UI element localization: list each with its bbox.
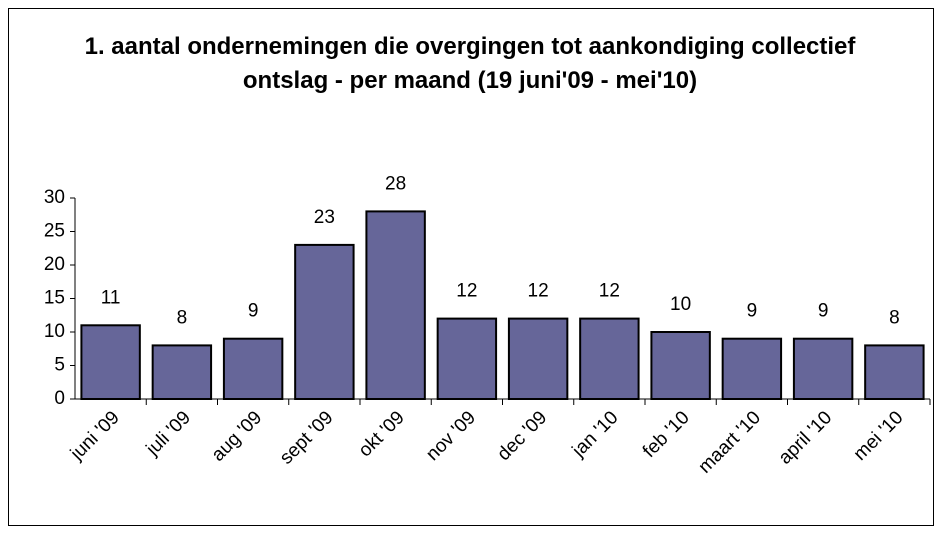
x-tick-label: nov '09 xyxy=(422,407,480,465)
x-tick-label: aug '09 xyxy=(208,407,267,466)
value-label: 12 xyxy=(456,281,477,302)
bar xyxy=(507,317,569,401)
bar xyxy=(151,344,213,400)
x-tick-label: sept '09 xyxy=(276,407,337,468)
bar xyxy=(721,337,783,401)
value-label: 9 xyxy=(818,301,829,322)
bar xyxy=(294,243,355,400)
y-tick-label: 10 xyxy=(44,321,65,342)
y-tick-label: 25 xyxy=(44,221,65,242)
bar xyxy=(365,210,426,400)
y-tick-label: 5 xyxy=(54,355,65,376)
x-tick-label: juli '09 xyxy=(142,407,195,460)
chart-frame xyxy=(8,8,934,526)
bar xyxy=(222,337,284,401)
x-tick-label: feb '10 xyxy=(639,407,694,462)
chart-title: 1. aantal ondernemingen die overgingen t… xyxy=(84,33,856,94)
value-label: 8 xyxy=(177,307,188,328)
bar xyxy=(650,331,711,400)
value-label: 12 xyxy=(528,281,549,302)
x-tick-label: april '10 xyxy=(775,407,836,468)
bar xyxy=(792,337,854,401)
value-label: 28 xyxy=(385,173,406,194)
x-tick-label: jan '10 xyxy=(568,407,623,462)
y-tick-label: 15 xyxy=(44,288,65,309)
x-tick-label: dec '09 xyxy=(493,407,551,465)
y-tick-label: 20 xyxy=(44,254,65,275)
value-label: 9 xyxy=(248,301,259,322)
value-label: 9 xyxy=(747,301,758,322)
x-tick-label: okt '09 xyxy=(355,407,409,461)
value-label: 23 xyxy=(314,207,335,228)
y-tick-label: 30 xyxy=(44,187,65,208)
x-tick-label: mei '10 xyxy=(850,407,908,465)
bar xyxy=(80,324,141,400)
bar xyxy=(864,344,925,400)
bar xyxy=(579,317,640,401)
value-label: 11 xyxy=(101,287,121,308)
value-label: 12 xyxy=(599,281,620,302)
bar xyxy=(436,317,498,401)
x-tick-label: maart '10 xyxy=(695,407,765,477)
y-tick-label: 0 xyxy=(54,388,65,409)
value-label: 8 xyxy=(889,307,900,328)
value-label: 10 xyxy=(670,294,691,315)
x-tick-label: juni '09 xyxy=(66,407,124,465)
